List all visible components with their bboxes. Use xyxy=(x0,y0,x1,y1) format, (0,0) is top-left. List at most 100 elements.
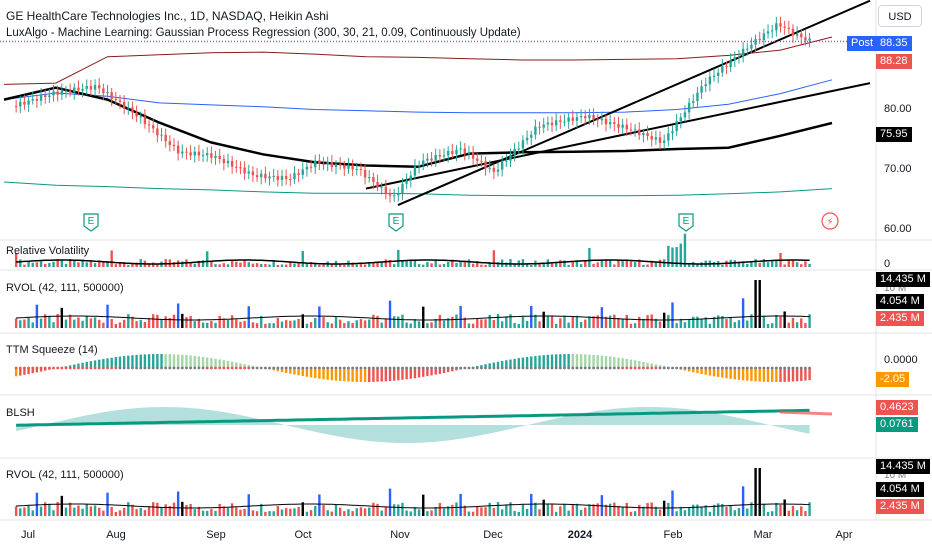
rvol2-bar-82 xyxy=(355,508,358,516)
ttm-bar-134 xyxy=(571,354,574,368)
rvol1-bar-74 xyxy=(322,317,325,328)
rvol2-bar-94 xyxy=(405,510,408,516)
chart-title: GE HealthCare Technologies Inc., 1D, NAS… xyxy=(6,9,329,23)
rvol2-bar-70 xyxy=(305,511,309,516)
ttm-dot-141 xyxy=(600,366,604,370)
rvol2-bar-112 xyxy=(480,507,483,516)
ttm-bar-82 xyxy=(355,368,358,382)
ttm-dot-19 xyxy=(93,366,97,370)
ttm-bar-127 xyxy=(542,355,545,368)
candle-body-85 xyxy=(368,177,371,179)
rvol1-bar-187 xyxy=(791,317,795,328)
candle-body-161 xyxy=(683,112,687,118)
rvol1-bar-72 xyxy=(314,318,317,328)
ttm-bar-90 xyxy=(388,368,392,382)
ttm-bar-150 xyxy=(638,361,641,368)
rvol2-bar-111 xyxy=(476,507,479,516)
rvol1-bar-84 xyxy=(363,320,367,328)
ttm-bar-116 xyxy=(496,361,500,368)
rvol2-bar-178 xyxy=(754,468,757,516)
candle-body-128 xyxy=(546,122,550,125)
rvol1-bar-93 xyxy=(401,314,404,328)
ttm-dot-66 xyxy=(288,366,292,370)
ttm-dot-91 xyxy=(392,366,396,370)
rvol2-bar-119 xyxy=(509,502,512,516)
ttm-dot-148 xyxy=(629,366,633,370)
rvol2-bar-93 xyxy=(401,502,404,516)
ttm-dot-159 xyxy=(675,366,679,370)
rvol2-bar-17 xyxy=(85,504,88,516)
ttm-dot-67 xyxy=(293,366,296,370)
relvol-bar-146 xyxy=(621,259,624,267)
ttm-dot-103 xyxy=(442,366,446,370)
ttm-dot-74 xyxy=(322,366,325,370)
rvol1-bar-123 xyxy=(525,320,529,328)
candle-body-126 xyxy=(538,126,541,128)
relvol-bar-21 xyxy=(102,261,105,267)
candle-body-80 xyxy=(347,165,350,169)
ttm-bar-130 xyxy=(554,354,558,368)
ttm-dot-120 xyxy=(513,366,517,370)
indicator-legend-luxalgo[interactable]: LuxAlgo - Machine Learning: Gaussian Pro… xyxy=(6,27,521,39)
rvol1-bar-36 xyxy=(164,316,167,328)
ttm-dot-2 xyxy=(23,366,26,370)
candle-body-152 xyxy=(646,132,649,137)
ttm-dot-145 xyxy=(617,366,620,370)
rvol2-bar-186 xyxy=(787,510,791,516)
rvol1-bar-99 xyxy=(426,323,429,328)
rvol1-bar-8 xyxy=(48,315,51,328)
ttm-bar-124 xyxy=(530,356,533,368)
ttm-bar-75 xyxy=(326,368,329,380)
ttm-bar-15 xyxy=(77,363,80,368)
ttm-pane-label[interactable]: TTM Squeeze (14) xyxy=(6,344,98,356)
ttm-bar-169 xyxy=(716,368,720,377)
ttm-dot-137 xyxy=(583,366,587,370)
rvol2-bar-1 xyxy=(19,508,22,516)
rvol-pane-label-1[interactable]: RVOL (42, 111, 500000) xyxy=(6,282,124,294)
rvol1-bar-89 xyxy=(384,318,388,328)
rvol2-bar-34 xyxy=(156,502,159,516)
ttm-bar-38 xyxy=(172,354,176,368)
candle-body-40 xyxy=(181,151,184,154)
ttm-bar-39 xyxy=(176,354,180,368)
blsh-pane-label[interactable]: BLSH xyxy=(6,407,35,419)
ttm-bar-63 xyxy=(276,368,280,372)
rvol2-bar-179 xyxy=(758,468,761,516)
rvol-pane-label-2[interactable]: RVOL (42, 111, 500000) xyxy=(6,469,124,481)
candle-body-19 xyxy=(93,85,97,90)
ttm-bar-131 xyxy=(559,354,562,368)
ttm-bar-105 xyxy=(451,368,454,372)
relvol-bar-179 xyxy=(758,262,761,267)
candle-body-79 xyxy=(343,165,346,169)
rvol1-bar-126 xyxy=(538,321,541,328)
currency-button[interactable]: USD xyxy=(878,5,922,27)
ttm-dot-177 xyxy=(750,366,753,370)
relvol-bar-141 xyxy=(600,260,604,267)
rvol1-bar-118 xyxy=(505,316,508,328)
ttm-bar-50 xyxy=(222,360,226,368)
rvol2-bar-35 xyxy=(160,507,163,516)
rvol1-bar-177 xyxy=(750,314,753,328)
ttm-dot-16 xyxy=(81,366,84,370)
relvol-bar-79 xyxy=(343,264,346,267)
rvol2-bar-90 xyxy=(388,488,392,516)
candle-body-142 xyxy=(604,118,608,125)
relvol-bar-68 xyxy=(297,262,300,267)
relvol-bar-7 xyxy=(44,264,47,267)
rvol1-bar-14 xyxy=(73,319,76,328)
ttm-dot-14 xyxy=(72,366,76,370)
ttm-dot-94 xyxy=(405,366,409,370)
ttm-dot-88 xyxy=(380,366,384,370)
ttm-dot-139 xyxy=(592,366,595,370)
ttm-bar-148 xyxy=(629,359,633,368)
rvol2-bar-10 xyxy=(56,502,59,516)
rvol1-bar-186 xyxy=(787,322,791,328)
rvol2-bar-191 xyxy=(808,502,811,516)
rvol2-bar-6 xyxy=(39,506,43,516)
rvol1-bar-163 xyxy=(692,316,695,328)
relvol-bar-59 xyxy=(260,263,263,267)
ttm-dot-18 xyxy=(89,366,93,370)
ttm-bar-19 xyxy=(93,360,97,368)
relvol-pane-label[interactable]: Relative Volatility xyxy=(6,245,90,257)
